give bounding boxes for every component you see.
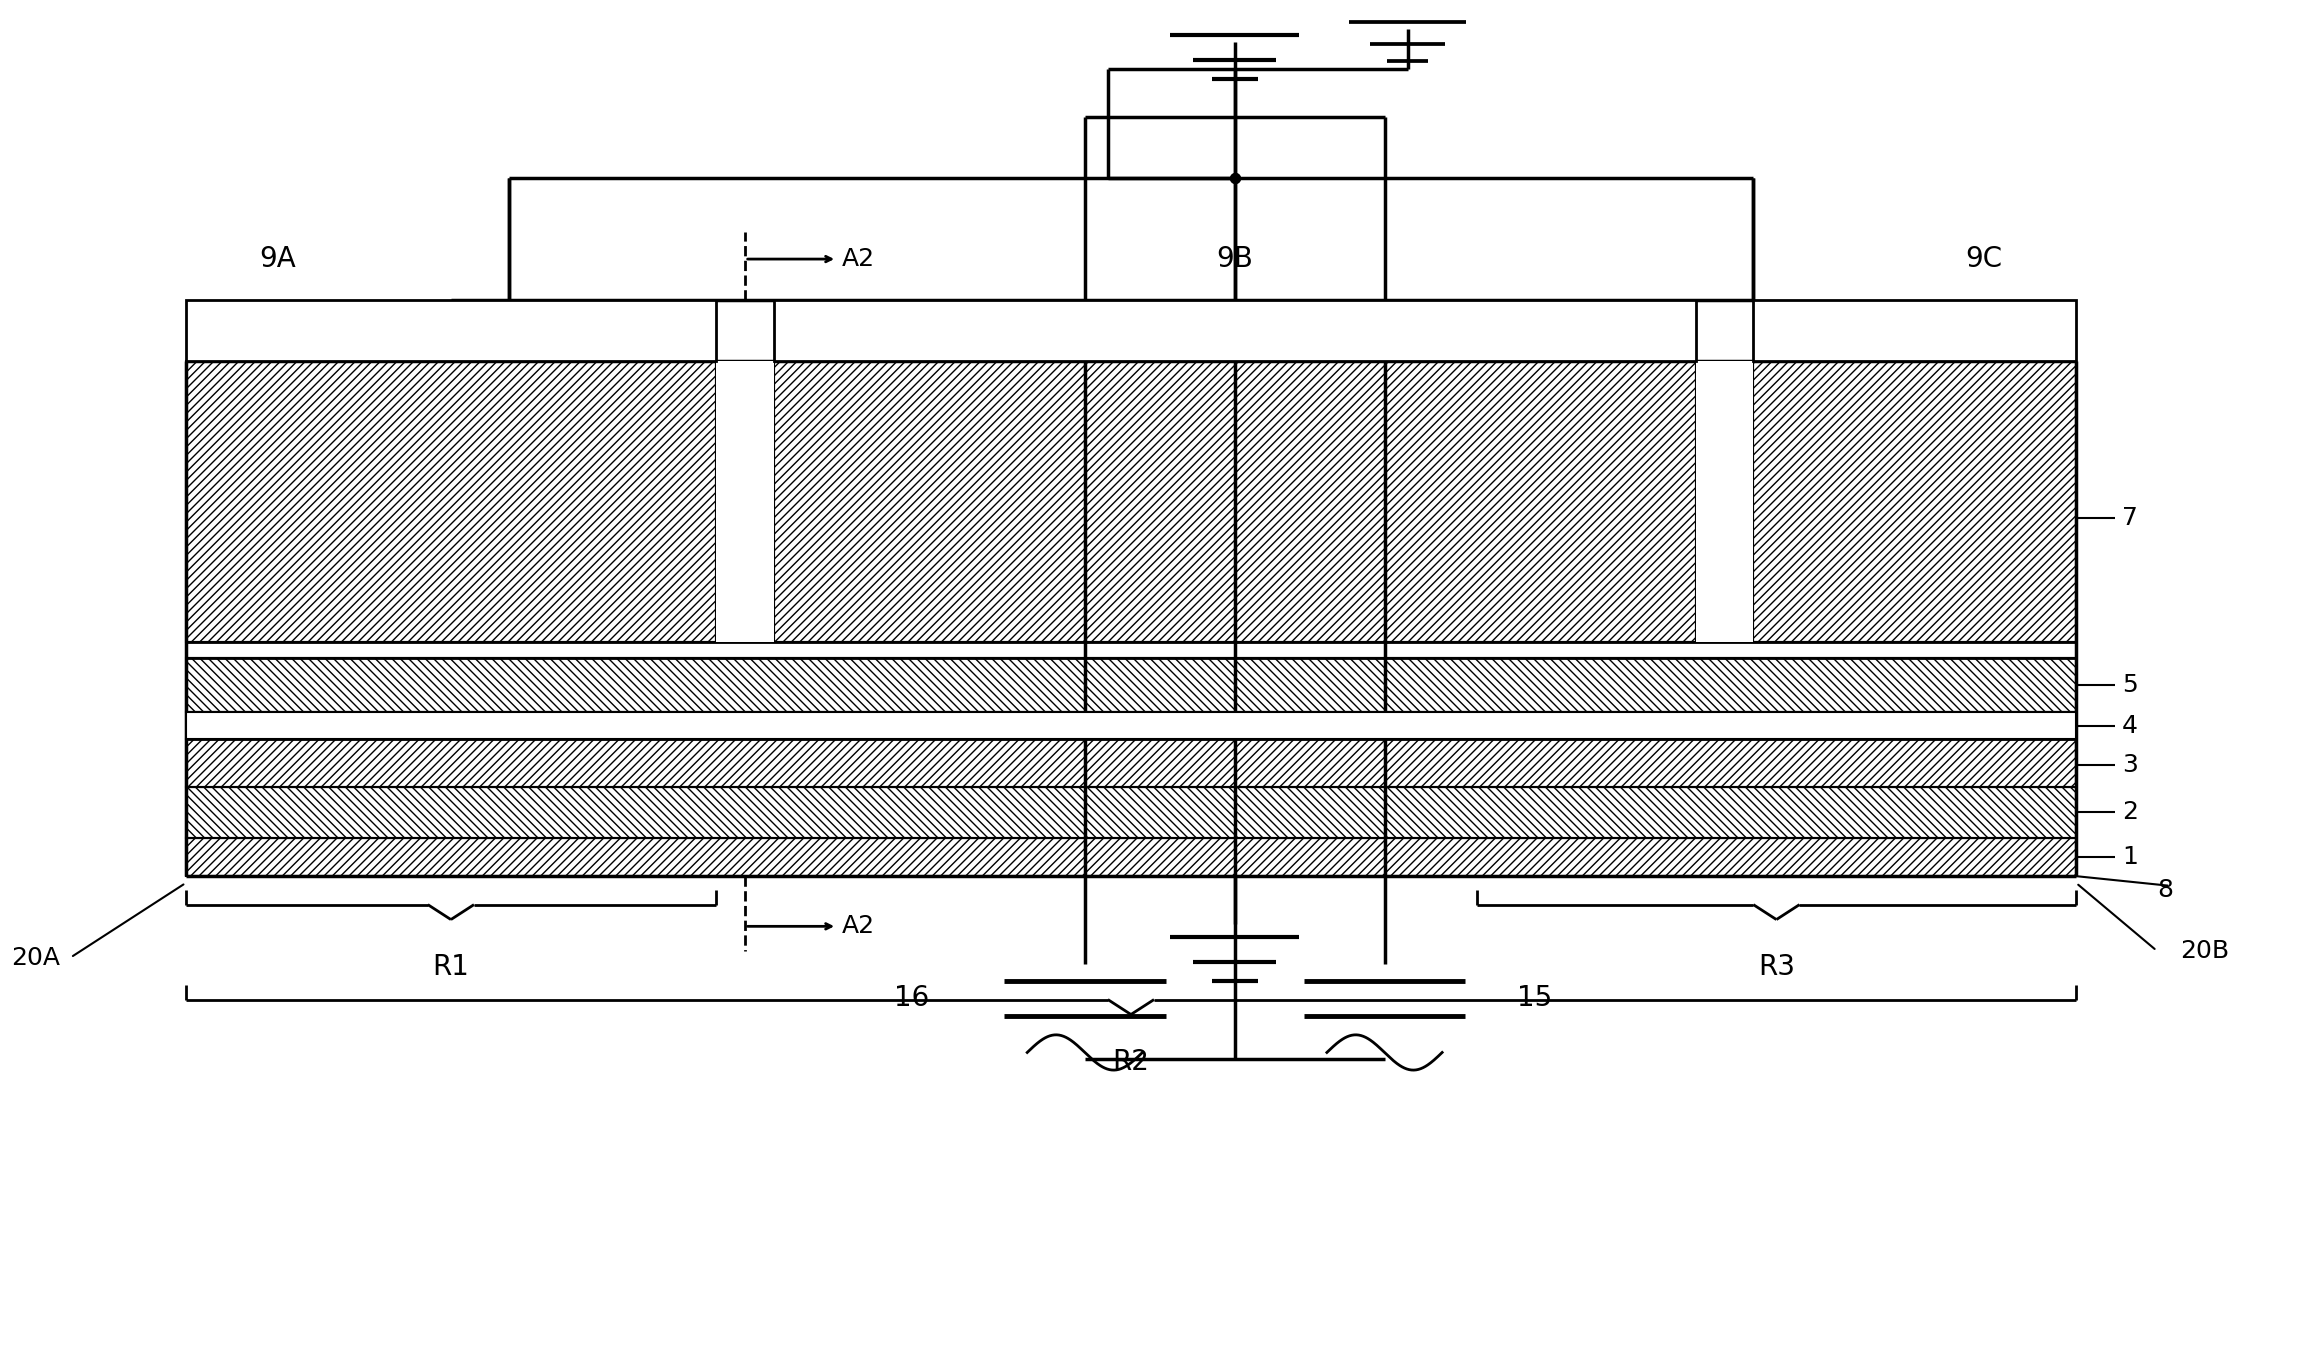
Text: 20B: 20B	[2179, 939, 2230, 962]
Text: 20A: 20A	[12, 946, 60, 969]
Bar	[187, 658, 2077, 712]
Text: A2: A2	[842, 915, 875, 938]
Bar	[187, 712, 2077, 739]
Text: 7: 7	[2121, 506, 2137, 530]
Text: 8: 8	[2156, 878, 2172, 902]
Text: A2: A2	[842, 247, 875, 270]
Bar	[187, 739, 2077, 787]
Text: 4: 4	[2121, 713, 2137, 738]
Text: 3: 3	[2121, 753, 2137, 777]
Text: R1: R1	[432, 954, 469, 981]
Bar	[1696, 360, 1754, 641]
Bar	[187, 360, 715, 641]
Text: 9B: 9B	[1216, 245, 1253, 273]
Text: 9A: 9A	[258, 245, 295, 273]
Text: 9C: 9C	[1966, 245, 2003, 273]
Text: 15: 15	[1516, 984, 1551, 1012]
Bar	[773, 360, 1696, 641]
Text: R3: R3	[1759, 954, 1796, 981]
Text: 2: 2	[2121, 800, 2137, 825]
Text: 5: 5	[2121, 673, 2137, 697]
Bar	[187, 300, 715, 360]
Bar	[1754, 300, 2077, 360]
Bar	[187, 839, 2077, 877]
Bar	[187, 787, 2077, 839]
Bar	[715, 360, 773, 641]
Text: 16: 16	[893, 984, 930, 1012]
Text: R2: R2	[1112, 1048, 1149, 1076]
Bar	[773, 300, 1696, 360]
Bar	[1754, 360, 2077, 641]
Text: 1: 1	[2121, 845, 2137, 870]
